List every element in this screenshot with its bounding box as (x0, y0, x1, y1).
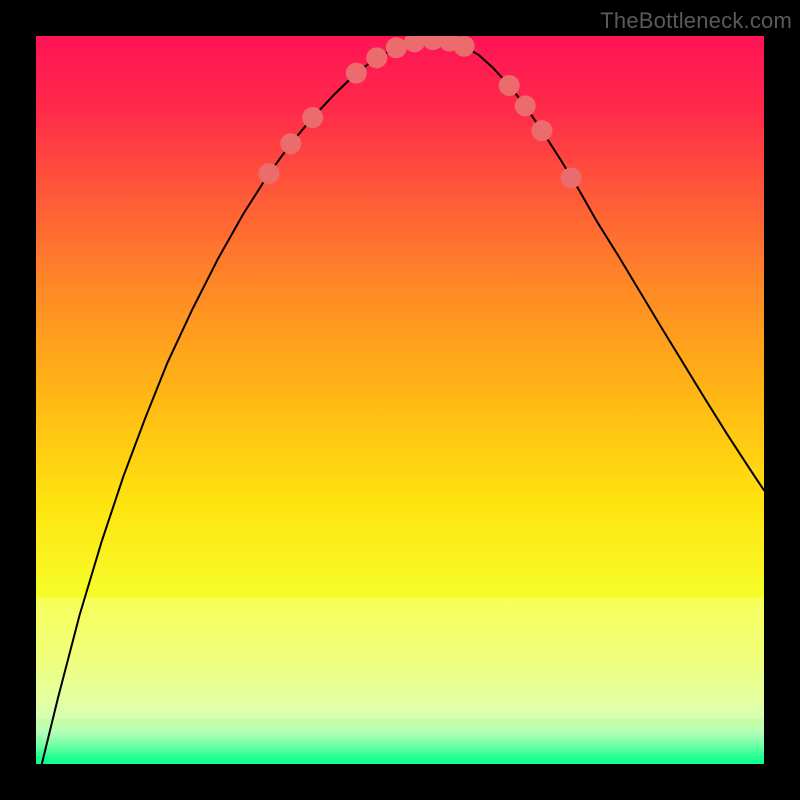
data-marker (280, 133, 301, 154)
highlight-band (36, 598, 764, 719)
data-marker (515, 95, 536, 116)
data-marker (561, 167, 582, 188)
watermark-text: TheBottleneck.com (600, 8, 792, 34)
plot-svg (36, 36, 764, 764)
data-marker (258, 163, 279, 184)
data-marker (499, 75, 520, 96)
data-marker (346, 63, 367, 84)
data-marker (454, 36, 475, 57)
data-marker (302, 107, 323, 128)
data-marker (386, 37, 407, 58)
data-marker (531, 120, 552, 141)
data-marker (366, 47, 387, 68)
plot-area (36, 36, 764, 764)
chart-stage: TheBottleneck.com (0, 0, 800, 800)
